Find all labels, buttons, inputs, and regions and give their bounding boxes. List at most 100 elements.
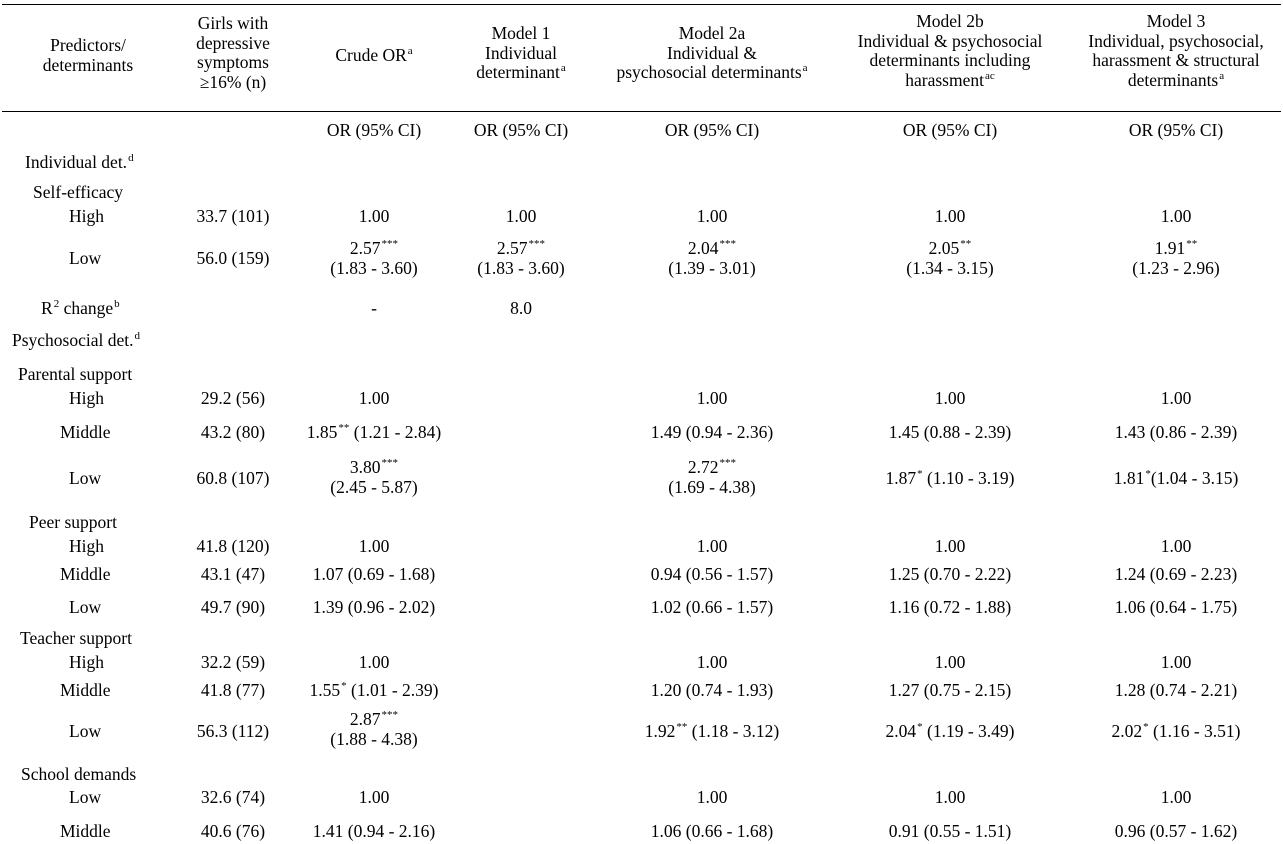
header-model-3: Model 3 Individual, psychosocial, harass… [1088,11,1264,90]
m3-cell: 1.81*(1.04 - 3.15) [1113,468,1239,488]
row-label: High [69,536,104,556]
header-model-1: Model 1 Individual determinanta [476,23,566,82]
m3-cell: 0.96 (0.57 - 1.62) [1114,821,1238,841]
m2a-cell: 1.00 [696,388,728,408]
m2b-cell: 2.04* (1.19 - 3.49) [885,721,1015,741]
n-cell: 60.8 (107) [196,468,270,488]
m2a-cell: 1.06 (0.66 - 1.68) [650,821,774,841]
section-individual: Individual det.d [25,152,134,172]
crude-cell: 1.00 [358,652,390,672]
m2b-cell: 1.87* (1.10 - 3.19) [885,468,1015,488]
m2a-cell: 2.04*** (1.39 - 3.01) [668,238,756,278]
m3-cell: 1.00 [1160,536,1192,556]
n-cell: 56.3 (112) [196,721,270,741]
or-label-m1: OR (95% CI) [473,120,569,140]
row-label: High [69,652,104,672]
m3-cell: 1.00 [1160,388,1192,408]
row-label: Middle [60,422,111,442]
n-cell: 43.2 (80) [200,422,266,442]
m2b-cell: 1.00 [934,787,966,807]
m1-cell: 1.00 [505,206,537,226]
m2b-cell: 2.05** (1.34 - 3.15) [906,238,994,278]
crude-cell: 1.41 (0.94 - 2.16) [312,821,436,841]
crude-cell: 1.00 [358,787,390,807]
m2a-cell: 1.00 [696,536,728,556]
m3-cell: 1.28 (0.74 - 2.21) [1114,680,1238,700]
m2a-cell: 1.02 (0.66 - 1.57) [650,597,774,617]
row-label: Low [69,721,102,741]
m2a-cell: 1.00 [696,206,728,226]
m2a-cell: 1.00 [696,652,728,672]
section-self-efficacy: Self-efficacy [33,182,124,202]
crude-cell: 1.07 (0.69 - 1.68) [312,564,436,584]
m2b-cell: 1.16 (0.72 - 1.88) [888,597,1012,617]
crude-cell: 1.00 [358,536,390,556]
r2-change-label: R2 changeb [41,298,120,318]
top-rule [2,4,1281,5]
m2a-cell: 1.00 [696,787,728,807]
m2a-cell: 1.49 (0.94 - 2.36) [650,422,774,442]
section-teacher-support: Teacher support [20,628,132,648]
n-cell: 49.7 (90) [200,597,266,617]
m2b-cell: 1.00 [934,652,966,672]
section-psychosocial: Psychosocial det.d [12,330,141,350]
m2a-cell: 2.72*** (1.69 - 4.38) [668,457,756,497]
crude-cell: 1.85** (1.21 - 2.84) [306,422,442,442]
row-label: High [69,206,104,226]
m2b-cell: 1.25 (0.70 - 2.22) [888,564,1012,584]
header-model-2a: Model 2a Individual & psychosocial deter… [616,23,808,82]
or-label-m2b: OR (95% CI) [902,120,998,140]
crude-cell: 2.87*** (1.88 - 4.38) [330,709,418,749]
m3-cell: 1.00 [1160,652,1192,672]
m2b-cell: 1.00 [934,536,966,556]
row-label: Low [69,787,102,807]
m2a-cell: 0.94 (0.56 - 1.57) [650,564,774,584]
n-cell: 32.6 (74) [200,787,266,807]
n-cell: 43.1 (47) [200,564,266,584]
m2a-cell: 1.92** (1.18 - 3.12) [644,721,780,741]
m2b-cell: 1.00 [934,206,966,226]
header-rule [2,111,1281,112]
or-label-crude: OR (95% CI) [326,120,422,140]
r2-m1: 8.0 [510,298,532,318]
m1-cell: 2.57*** (1.83 - 3.60) [477,238,565,278]
or-label-m3: OR (95% CI) [1128,120,1224,140]
crude-cell: 1.00 [358,206,390,226]
crude-cell: 3.80*** (2.45 - 5.87) [330,457,418,497]
crude-cell: 1.39 (0.96 - 2.02) [312,597,436,617]
section-parental-support: Parental support [18,364,133,384]
n-cell: 40.6 (76) [200,821,266,841]
m2b-cell: 1.27 (0.75 - 2.15) [888,680,1012,700]
row-label: High [69,388,104,408]
m3-cell: 1.00 [1160,206,1192,226]
m2b-cell: 1.00 [934,388,966,408]
m2a-cell: 1.20 (0.74 - 1.93) [650,680,774,700]
n-cell: 56.0 (159) [196,248,270,268]
or-label-m2a: OR (95% CI) [664,120,760,140]
n-cell: 33.7 (101) [196,206,270,226]
r2-crude: - [371,298,377,318]
section-peer-support: Peer support [29,512,117,532]
row-label: Low [69,248,102,268]
row-label: Middle [60,564,111,584]
m2b-cell: 0.91 (0.55 - 1.51) [888,821,1012,841]
header-girls-depressive: Girls with depressive symptoms ≥16% (n) [196,13,270,92]
m2b-cell: 1.45 (0.88 - 2.39) [888,422,1012,442]
m3-cell: 1.91** (1.23 - 2.96) [1132,238,1220,278]
crude-cell: 1.00 [358,388,390,408]
section-school-demands: School demands [21,764,137,784]
header-predictors: Predictors/ determinants [42,35,134,75]
n-cell: 29.2 (56) [200,388,266,408]
row-label: Middle [60,680,111,700]
n-cell: 41.8 (120) [196,536,270,556]
crude-cell: 2.57*** (1.83 - 3.60) [330,238,418,278]
crude-cell: 1.55* (1.01 - 2.39) [309,680,439,700]
row-label: Middle [60,821,111,841]
m3-cell: 1.06 (0.64 - 1.75) [1114,597,1238,617]
m3-cell: 2.02* (1.16 - 3.51) [1111,721,1241,741]
m3-cell: 1.43 (0.86 - 2.39) [1114,422,1238,442]
row-label: Low [69,597,102,617]
m3-cell: 1.24 (0.69 - 2.23) [1114,564,1238,584]
header-model-2b: Model 2b Individual & psychosocial deter… [857,11,1043,90]
header-crude-or: Crude ORa [335,45,413,65]
